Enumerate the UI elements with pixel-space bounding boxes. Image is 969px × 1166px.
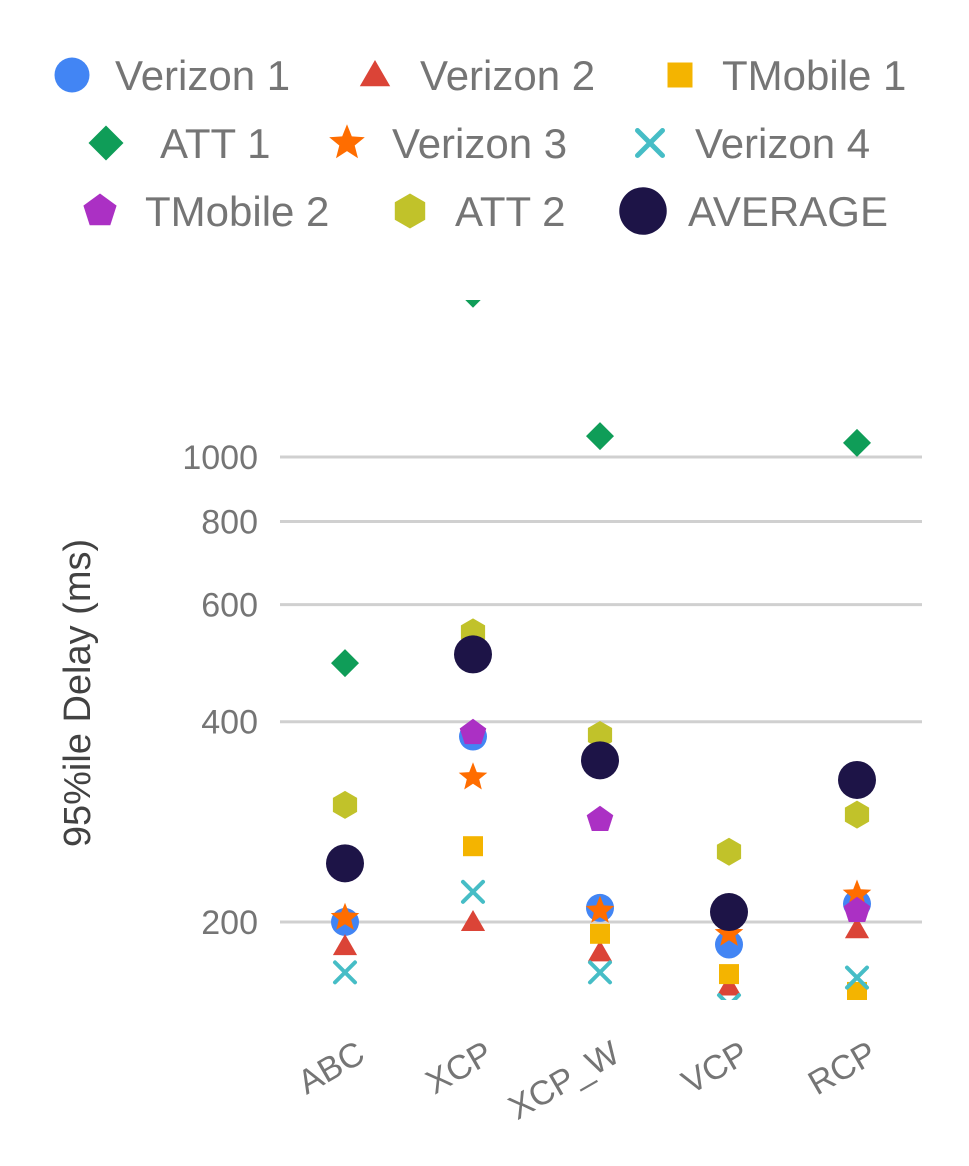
point-att-2-abc <box>332 790 358 819</box>
point-verizon-4-xcp-w <box>588 960 612 985</box>
legend-item-average: AVERAGE <box>619 187 888 235</box>
legend-item-tmobile-1: TMobile 1 <box>667 52 906 99</box>
point-tmobile-2-xcp <box>459 718 487 745</box>
legend-label-verizon-1: Verizon 1 <box>115 52 290 99</box>
legend: Verizon 1 Verizon 2 TMobile 1 ATT 1 Verizon … <box>54 52 906 235</box>
legend-marker-tmobile-1 <box>667 62 693 88</box>
legend-label-verizon-3: Verizon 3 <box>392 120 567 167</box>
point-tmobile-2-xcp-w <box>586 805 614 831</box>
legend-label-att-2: ATT 2 <box>455 188 565 235</box>
legend-marker-average <box>619 187 667 235</box>
legend-item-verizon-2: Verizon 2 <box>359 52 595 99</box>
gridlines <box>280 455 922 924</box>
point-tmobile-1-vcp <box>719 964 739 985</box>
legend-label-att-1: ATT 1 <box>160 120 270 167</box>
legend-item-tmobile-2: TMobile 2 <box>83 188 329 235</box>
y-tick-label-200: 200 <box>201 904 258 942</box>
legend-marker-verizon-2 <box>359 60 391 87</box>
legend-label-tmobile-2: TMobile 2 <box>145 188 329 235</box>
point-verizon-2-abc <box>332 934 358 956</box>
legend-marker-verizon-1 <box>54 57 90 93</box>
x-axis-tick-labels: ABC XCP XCP_W VCP RCP <box>291 1034 883 1127</box>
point-verizon-4-vcp <box>717 993 741 1000</box>
point-tmobile-2-rcp <box>843 896 871 922</box>
point-verizon-2-xcp <box>460 910 486 931</box>
point-att-1-rcp <box>843 428 871 457</box>
point-att-1-abc <box>331 649 359 678</box>
point-att-2-rcp <box>844 800 870 829</box>
point-verizon-3-rcp <box>842 879 872 907</box>
x-tick-label-abc: ABC <box>291 1034 371 1102</box>
data-points <box>326 300 876 1000</box>
point-verizon-3-xcp <box>458 762 488 790</box>
point-verizon-4-xcp <box>461 879 485 904</box>
legend-item-verizon-3: Verizon 3 <box>329 120 567 167</box>
point-tmobile-1-rcp <box>847 981 867 1000</box>
point-verizon-1-vcp <box>715 930 743 959</box>
point-tmobile-1-xcp-w <box>590 923 610 944</box>
point-verizon-4-rcp <box>845 965 869 990</box>
point-att-1-xcp <box>465 300 481 308</box>
point-average-vcp <box>710 893 748 932</box>
point-average-rcp <box>838 760 876 799</box>
x-tick-label-rcp: RCP <box>802 1034 883 1103</box>
point-average-abc <box>326 844 364 883</box>
legend-marker-tmobile-2 <box>83 193 117 226</box>
point-verizon-4-abc <box>333 960 357 985</box>
point-average-xcp <box>454 635 492 674</box>
legend-label-tmobile-1: TMobile 1 <box>722 52 906 99</box>
legend-label-verizon-4: Verizon 4 <box>695 120 870 167</box>
y-tick-label-400: 400 <box>201 704 258 742</box>
y-tick-label-1000: 1000 <box>182 439 258 477</box>
point-verizon-2-rcp <box>844 917 870 939</box>
legend-label-average: AVERAGE <box>688 188 888 235</box>
legend-item-att-2: ATT 2 <box>394 188 565 235</box>
point-average-xcp-w <box>581 741 619 780</box>
legend-marker-verizon-4 <box>635 128 665 158</box>
y-axis-title: 95%ile Delay (ms) <box>57 539 99 847</box>
y-tick-label-800: 800 <box>201 503 258 541</box>
legend-item-verizon-4: Verizon 4 <box>635 120 870 167</box>
point-att-2-vcp <box>716 837 742 866</box>
legend-marker-att-1 <box>88 125 124 161</box>
point-tmobile-1-xcp <box>463 836 483 857</box>
point-verizon-2-xcp-w <box>587 940 613 962</box>
point-verizon-3-xcp-w <box>585 895 615 923</box>
point-att-1-xcp-w <box>586 422 614 451</box>
legend-label-verizon-2: Verizon 2 <box>420 52 595 99</box>
x-tick-label-xcp-w: XCP_W <box>502 1034 626 1127</box>
legend-item-att-1: ATT 1 <box>88 120 270 167</box>
y-axis-tick-labels: 200 400 600 800 1000 <box>182 439 258 942</box>
point-verizon-3-vcp <box>714 918 744 946</box>
legend-marker-verizon-3 <box>329 124 365 159</box>
point-att-2-xcp-w <box>587 721 613 749</box>
x-tick-label-xcp: XCP <box>419 1034 499 1102</box>
x-tick-label-vcp: VCP <box>675 1034 755 1102</box>
point-verizon-2-vcp <box>716 974 742 996</box>
y-tick-label-600: 600 <box>201 587 258 625</box>
legend-marker-att-2 <box>394 193 426 229</box>
legend-item-verizon-1: Verizon 1 <box>54 52 290 99</box>
point-verizon-3-abc <box>330 902 360 930</box>
